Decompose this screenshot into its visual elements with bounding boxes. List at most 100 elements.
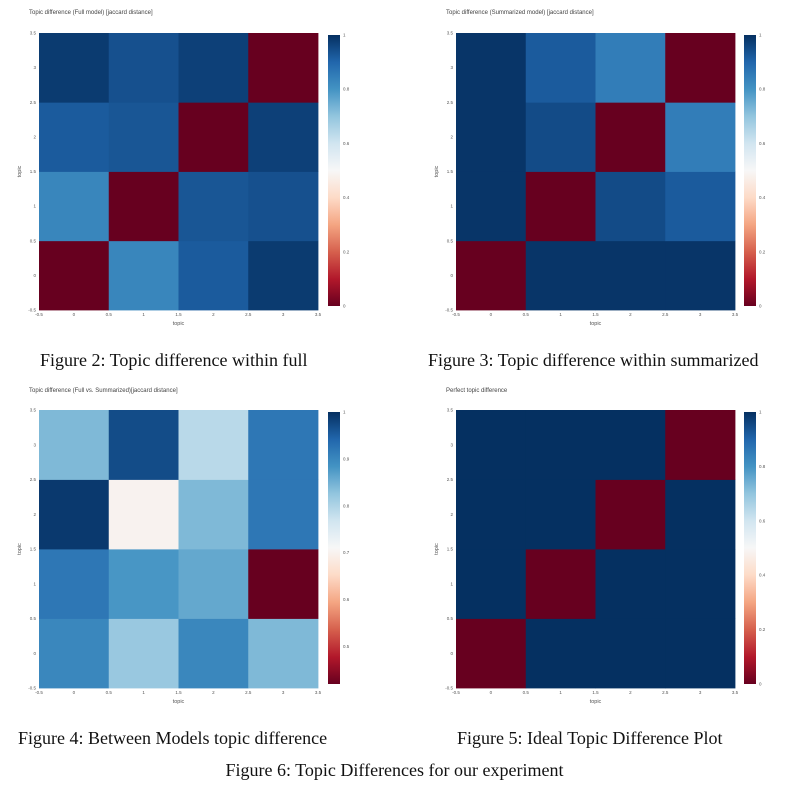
y-tick-label: -0.5 xyxy=(28,308,36,313)
x-tick-label: 3.5 xyxy=(315,312,322,317)
x-axis-label: topic xyxy=(590,699,602,705)
heatmap-summarized-model: Topic difference (Summarized model) [jac… xyxy=(434,10,766,327)
caption-figure-4: Figure 4: Between Models topic differenc… xyxy=(18,728,328,748)
heatmap-cell xyxy=(178,410,249,480)
y-tick-label: 0 xyxy=(450,651,453,656)
heatmap-cell xyxy=(248,171,319,242)
heatmap-cell xyxy=(525,240,596,311)
x-tick-label: 2 xyxy=(629,312,632,317)
x-tick-label: 3 xyxy=(282,690,285,695)
heatmap-perfect: Perfect topic difference -0.5 0 0.5 1 1.5 2 2.5… xyxy=(434,388,766,705)
heatmap-cell xyxy=(456,479,527,550)
y-tick-label: 2 xyxy=(450,512,453,517)
chart-title: Perfect topic difference xyxy=(446,388,508,394)
y-tick-label: 2 xyxy=(33,512,36,517)
colorbar-tick-label: 0.6 xyxy=(759,141,766,146)
x-tick-label: 2 xyxy=(212,690,215,695)
heatmap-cell xyxy=(525,479,596,550)
heatmap-cell xyxy=(456,410,527,480)
y-tick-label: 3.5 xyxy=(447,408,454,413)
y-axis-label: topic xyxy=(17,543,23,555)
x-axis-label: topic xyxy=(173,699,185,705)
heatmap-cell xyxy=(456,171,527,242)
heatmap-cell xyxy=(456,102,527,172)
heatmap-cell xyxy=(39,33,110,103)
heatmap-cell xyxy=(39,240,110,311)
x-tick-label: 2.5 xyxy=(662,690,669,695)
colorbar xyxy=(328,35,340,306)
x-tick-label: 3.5 xyxy=(732,312,739,317)
x-tick-label: 2.5 xyxy=(662,312,669,317)
heatmap-cell xyxy=(108,33,179,103)
x-tick-label: 0.5 xyxy=(106,312,113,317)
y-tick-label: 3 xyxy=(33,65,36,70)
y-axis-label: topic xyxy=(17,165,23,177)
x-tick-label: 2.5 xyxy=(245,312,252,317)
heatmap-cell xyxy=(39,102,110,172)
x-tick-label: 0 xyxy=(73,312,76,317)
x-tick-label: 0.5 xyxy=(523,312,530,317)
x-tick-label: 1.5 xyxy=(175,312,182,317)
heatmap-full-model: Topic difference (Full model) [jaccard d… xyxy=(17,10,350,327)
colorbar-tick-label: 0.8 xyxy=(343,503,350,508)
heatmap-cell xyxy=(248,33,319,103)
heatmap-cell xyxy=(39,479,110,550)
heatmap-cell xyxy=(39,410,110,480)
panel-summarized-model: Topic difference (Summarized model) [jac… xyxy=(416,0,789,340)
heatmap-cell xyxy=(665,171,736,242)
heatmap-cell xyxy=(248,102,319,172)
x-tick-label: 0.5 xyxy=(106,690,113,695)
heatmap-cell xyxy=(108,410,179,480)
y-tick-label: -0.5 xyxy=(28,686,36,691)
y-tick-label: 1 xyxy=(33,581,36,586)
heatmap-cell xyxy=(178,549,249,619)
colorbar-tick-label: 0.6 xyxy=(343,141,350,146)
heatmap-cell xyxy=(665,479,736,550)
x-axis-label: topic xyxy=(173,321,185,327)
y-tick-label: 3.5 xyxy=(30,31,37,36)
x-tick-label: 0 xyxy=(490,312,493,317)
y-tick-label: 3.5 xyxy=(30,408,37,413)
heatmap-cell xyxy=(595,549,666,619)
x-tick-label: 1 xyxy=(142,312,145,317)
y-tick-label: 1.5 xyxy=(30,169,37,174)
x-tick-label: -0.5 xyxy=(35,690,43,695)
y-tick-label: 1 xyxy=(450,581,453,586)
x-tick-label: 0.5 xyxy=(523,690,530,695)
heatmap-cell xyxy=(595,479,666,550)
heatmap-cell xyxy=(39,549,110,619)
heatmap-cell xyxy=(525,33,596,103)
heatmap-cell xyxy=(665,618,736,689)
y-tick-label: 0.5 xyxy=(30,616,37,621)
heatmap-cell xyxy=(178,33,249,103)
heatmap-cell xyxy=(178,102,249,172)
y-tick-label: 1.5 xyxy=(447,547,454,552)
panel-between-models: Topic difference (Full vs. Summarized)[j… xyxy=(0,380,394,720)
heatmap-cell xyxy=(595,171,666,242)
colorbar-tick-label: 0.4 xyxy=(759,573,766,578)
x-tick-label: 1.5 xyxy=(175,690,182,695)
y-tick-label: 2.5 xyxy=(30,477,37,482)
y-tick-label: 3 xyxy=(450,442,453,447)
caption-figure-6: Figure 6: Topic Differences for our expe… xyxy=(225,760,564,780)
y-axis-label: topic xyxy=(434,165,440,177)
y-tick-label: -0.5 xyxy=(445,686,453,691)
x-tick-label: 0 xyxy=(490,690,493,695)
colorbar-tick-label: 0.9 xyxy=(343,456,350,461)
heatmap-cell xyxy=(178,479,249,550)
heatmap-cell xyxy=(248,240,319,311)
x-tick-label: 1 xyxy=(559,690,562,695)
x-tick-label: 1.5 xyxy=(592,312,599,317)
heatmap-cell xyxy=(178,618,249,689)
colorbar-tick-label: 0 xyxy=(759,304,762,309)
y-tick-label: 0.5 xyxy=(447,238,454,243)
heatmap-cell xyxy=(525,171,596,242)
y-tick-label: 2.5 xyxy=(30,100,37,105)
heatmap-cell xyxy=(665,33,736,103)
x-tick-label: 2 xyxy=(629,690,632,695)
colorbar-tick-label: 1 xyxy=(343,33,346,38)
x-tick-label: 3.5 xyxy=(315,690,322,695)
y-tick-label: 2 xyxy=(450,134,453,139)
heatmap-cell xyxy=(665,410,736,480)
